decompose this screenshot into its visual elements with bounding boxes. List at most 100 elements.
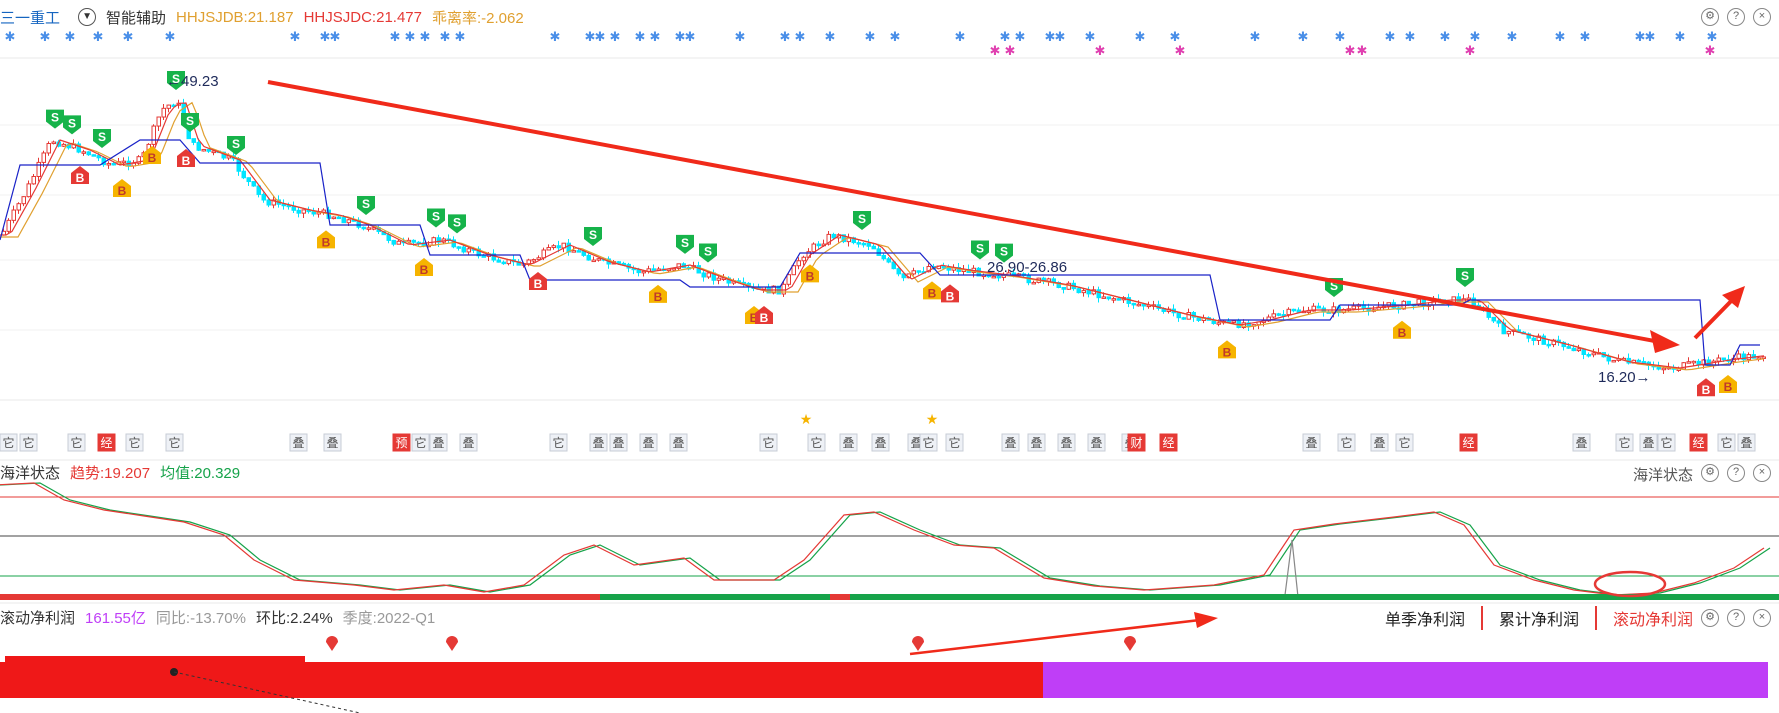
candle [131,160,136,169]
candle [1106,296,1111,301]
candle [1531,335,1536,346]
event-label: 经 [1159,433,1178,452]
settings-icon[interactable]: ⚙ [1701,609,1719,627]
sell-marker: S [46,109,64,129]
close-icon[interactable]: × [1753,464,1771,482]
svg-text:叠: 叠 [842,436,854,450]
blue-star-icon: ✱ [290,29,301,44]
svg-text:B: B [654,290,663,304]
blue-star-icon: ✱ [865,29,876,44]
svg-text:B: B [946,289,955,303]
candle [201,148,206,152]
candle [1566,342,1571,349]
svg-text:S: S [976,242,984,256]
candle [206,148,211,154]
ocean-bar-red [430,594,470,600]
tab-quarterly-profit[interactable]: 单季净利润 [1369,606,1483,630]
event-label: 叠 [1370,433,1389,452]
event-label: 经 [1689,433,1708,452]
buy-marker: B [415,258,433,277]
ocean-title[interactable]: 海洋状态 [0,465,61,482]
profit-panel-header: 滚动净利润 161.55亿 同比:-13.70% 环比:2.24% 季度:202… [0,607,435,628]
svg-text:财: 财 [1130,436,1142,450]
candle [61,142,66,147]
pink-star-icon: ✱ [990,43,1001,58]
blue-star-icon: ✱ [795,29,806,44]
event-label: 叠 [589,433,608,452]
moving-average-lines [0,101,1765,371]
candle [261,192,266,203]
svg-text:它: 它 [128,435,140,450]
candle [1096,286,1101,303]
blue-star-icon: ✱ [123,29,134,44]
profit-title[interactable]: 滚动净利润 [0,610,76,627]
chevron-down-icon[interactable]: ▼ [78,8,97,26]
svg-text:叠: 叠 [1030,436,1042,450]
candle [286,202,291,210]
buy-marker: B [529,272,547,291]
candle [246,177,251,186]
candle [891,261,896,270]
tool-label[interactable]: 智能辅助 [106,9,167,27]
help-icon[interactable]: ? [1727,464,1745,482]
stock-name[interactable]: 三一重工 [0,9,61,27]
svg-text:B: B [1702,383,1711,397]
svg-text:S: S [1000,245,1008,259]
event-label: 它 [125,433,144,452]
tab-cumulative-profit[interactable]: 累计净利润 [1483,606,1597,630]
low-price-label: 16.20→ [1598,369,1651,386]
sell-marker: S [357,196,375,215]
candle [1316,302,1321,309]
candle [1031,280,1036,285]
blue-star-icon: ✱ [5,29,16,44]
event-label: 它 [1615,433,1634,452]
svg-text:B: B [1223,345,1232,359]
svg-text:叠: 叠 [672,436,684,450]
help-icon[interactable]: ? [1727,8,1745,26]
event-label: 它 [1337,433,1356,452]
candle [901,273,906,282]
candle [21,196,26,207]
svg-text:叠: 叠 [612,436,624,450]
settings-icon[interactable]: ⚙ [1701,464,1719,482]
candle [1716,354,1721,366]
svg-text:它: 它 [810,435,822,450]
svg-text:B: B [182,154,191,168]
sell-marker: S [971,240,989,260]
help-icon[interactable]: ? [1727,609,1745,627]
ma-line-red [0,102,1765,369]
close-icon[interactable]: × [1753,609,1771,627]
candle [1496,318,1501,328]
blue-star-icon: ✱ [93,29,104,44]
sell-marker: S [427,208,445,228]
profit-qoq: 环比:2.24% [255,610,333,627]
candle [1181,316,1186,320]
candle [1636,358,1641,363]
blue-star-icon: ✱ [165,29,176,44]
candle [1711,359,1716,369]
svg-text:它: 它 [414,435,426,450]
candle [586,252,591,261]
candle [1586,352,1591,358]
candle [296,207,301,218]
buy-marker: B [317,230,335,249]
svg-text:经: 经 [1462,436,1474,450]
blue-star-icon: ✱ [1580,29,1591,44]
buy-marker: B [1697,378,1715,397]
tab-rolling-profit[interactable]: 滚动净利润 [1612,612,1693,629]
candle [1111,296,1116,304]
candle [1626,353,1631,365]
profit-tabs: 单季净利润 累计净利润 滚动净利润 [1369,606,1709,630]
candle [31,174,36,185]
close-icon[interactable]: × [1753,8,1771,26]
candle [1381,301,1386,311]
candle [801,255,806,266]
event-pin-icon [1124,636,1136,651]
svg-text:叠: 叠 [326,436,338,450]
blue-star-icon: ✱ [685,29,696,44]
blue-star-icon: ✱ [1555,29,1566,44]
svg-text:B: B [148,151,157,165]
svg-text:B: B [76,171,85,185]
blue-star-icon: ✱ [1015,29,1026,44]
settings-icon[interactable]: ⚙ [1701,8,1719,26]
